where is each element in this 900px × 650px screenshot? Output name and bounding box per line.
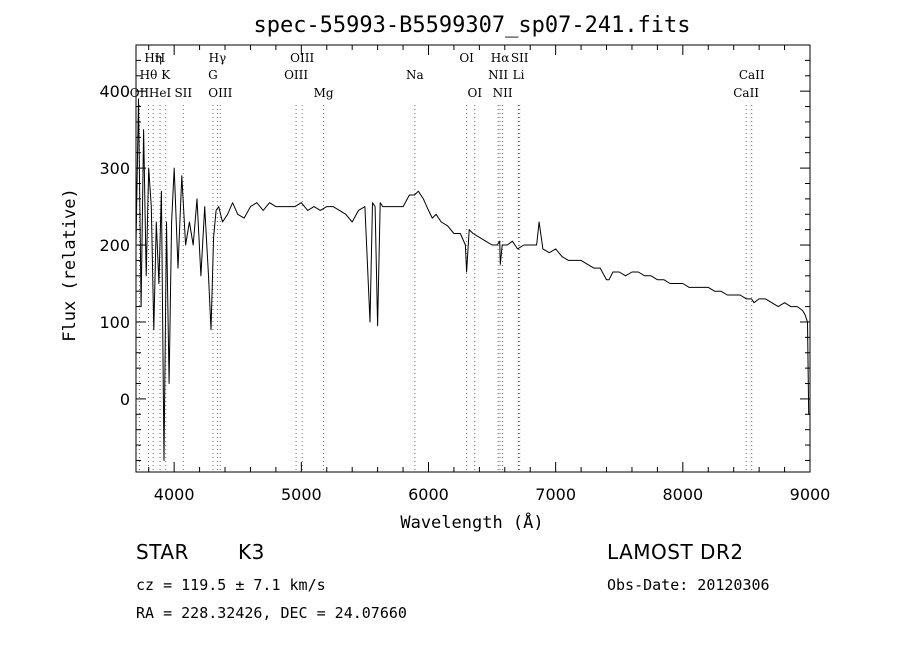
- line-marker-label-16: Hα: [491, 51, 510, 65]
- x-tick-label-8000: 8000: [662, 485, 703, 504]
- x-tick-label-7000: 7000: [535, 485, 576, 504]
- x-axis-label: Wavelength (Å): [400, 511, 543, 533]
- spectrum-line: [135, 98, 810, 461]
- x-tick-label-9000: 9000: [790, 485, 831, 504]
- line-marker-label-19: Li: [513, 68, 525, 82]
- line-marker-label-13: Na: [406, 68, 424, 82]
- y-axis: 0 100 200 300 400: [99, 59, 810, 461]
- obs-date: Obs-Date: 20120306: [607, 576, 770, 594]
- x-tick-label-5000: 5000: [281, 485, 322, 504]
- line-marker-label-11: OIII: [284, 68, 308, 82]
- survey-name: LAMOST DR2: [607, 540, 744, 564]
- line-marker-label-9: OIII: [208, 86, 232, 100]
- y-tick-label-200: 200: [99, 236, 130, 255]
- chart-title: spec-55993-B5599307_sp07-241.fits: [253, 13, 690, 38]
- line-marker-label-8: G: [208, 68, 218, 82]
- line-marker-label-3: K: [161, 68, 171, 82]
- line-marker-label-0: Hη: [144, 51, 162, 65]
- plot-frame: [135, 44, 811, 473]
- object-class: STAR: [136, 540, 189, 564]
- x-axis: 4000 5000 6000 7000 8000 9000: [148, 45, 831, 504]
- subclass: K3: [238, 540, 265, 564]
- line-marker-label-10: OIII: [290, 51, 314, 65]
- line-marker-label-21: CaII: [739, 68, 765, 82]
- x-tick-label-4000: 4000: [154, 485, 195, 504]
- y-axis-label: Flux (relative): [60, 188, 80, 342]
- line-marker-label-2: Hθ: [140, 68, 158, 82]
- line-marker-label-18: NII: [488, 68, 508, 82]
- y-tick-label-0: 0: [120, 390, 130, 409]
- y-tick-label-100: 100: [99, 313, 130, 332]
- line-marker-label-7: Hγ: [209, 51, 227, 65]
- line-marker-label-22: CaII: [733, 86, 759, 100]
- line-marker-label-6: SII: [174, 86, 192, 100]
- spectrum-series: [135, 98, 810, 461]
- x-tick-label-6000: 6000: [408, 485, 449, 504]
- line-marker-label-12: Mg: [314, 86, 334, 100]
- line-marker-label-17: SII: [511, 51, 529, 65]
- line-marker-label-1: H: [155, 51, 165, 65]
- line-marker-label-4: OII: [130, 86, 150, 100]
- line-marker-label-20: NII: [493, 86, 513, 100]
- y-tick-label-400: 400: [99, 82, 130, 101]
- coordinates: RA = 228.32426, DEC = 24.07660: [136, 604, 407, 622]
- line-marker-label-15: OI: [467, 86, 482, 100]
- line-marker-label-5: HeI: [149, 86, 172, 100]
- redshift-cz: cz = 119.5 ± 7.1 km/s: [136, 576, 326, 594]
- line-marker-label-14: OI: [459, 51, 474, 65]
- y-tick-label-300: 300: [99, 159, 130, 178]
